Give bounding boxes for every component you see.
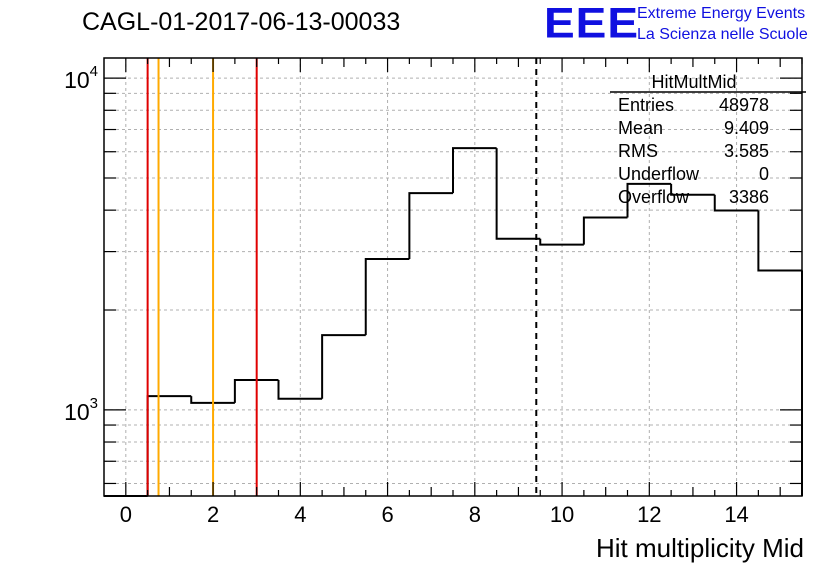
histogram-bin xyxy=(364,257,410,336)
y-tick-label: 103 xyxy=(64,395,98,425)
y-tick-label: 104 xyxy=(64,63,98,93)
stats-box: HitMultMid Entries 48978 Mean 9.409 RMS 3.585 U… xyxy=(610,72,806,207)
stats-row-label: RMS xyxy=(618,141,658,161)
x-tick-label: 10 xyxy=(550,502,574,527)
histogram-bin xyxy=(670,183,715,196)
histogram-bars xyxy=(104,147,803,497)
stats-box-title: HitMultMid xyxy=(651,72,736,92)
stats-row-value: 0 xyxy=(759,164,769,184)
x-tick-label: 4 xyxy=(294,502,306,527)
x-tick-label: 2 xyxy=(207,502,219,527)
histogram-bin xyxy=(190,396,235,404)
stats-row-label: Mean xyxy=(618,118,663,138)
stats-row-value: 48978 xyxy=(719,95,769,115)
marker-lines xyxy=(146,58,538,496)
histogram-bin xyxy=(626,182,672,218)
logo-caption-line1: Extreme Energy Events xyxy=(637,5,806,22)
stats-row-label: Underflow xyxy=(618,164,700,184)
histogram-bin xyxy=(146,395,192,496)
logo-caption-line2: La Scienza nelle Scuole xyxy=(637,26,808,43)
y-tick-label-exponent: 4 xyxy=(90,63,98,80)
histogram-bin xyxy=(713,194,759,212)
histogram-bin xyxy=(495,148,541,240)
x-tick-label: 8 xyxy=(469,502,481,527)
histogram-bin xyxy=(408,192,453,259)
grid-lines xyxy=(104,58,802,496)
x-tick-label: 12 xyxy=(637,502,661,527)
stats-row-value: 3386 xyxy=(729,187,769,207)
chart-title: CAGL-01-2017-06-13-00033 xyxy=(82,8,401,36)
stats-row-value: 9.409 xyxy=(724,118,769,138)
histogram-bin xyxy=(539,238,584,246)
stats-row-label: Entries xyxy=(618,95,674,115)
histogram-bin xyxy=(582,216,628,245)
histogram-bin xyxy=(757,210,802,272)
plot-frame xyxy=(103,57,803,497)
histogram-bin xyxy=(452,147,497,194)
eee-logo: EEE xyxy=(544,0,640,47)
y-tick-label-base: 10 xyxy=(64,399,90,425)
stats-row-label: Overflow xyxy=(618,187,690,207)
x-axis-label: Hit multiplicity Mid xyxy=(595,533,804,563)
histogram-bin xyxy=(233,379,279,403)
stats-row-value: 3.585 xyxy=(724,141,769,161)
histogram-bin xyxy=(321,334,366,399)
y-tick-label-base: 10 xyxy=(64,67,90,93)
logo-caption: Extreme Energy Events La Scienza nelle S… xyxy=(637,3,808,45)
x-tick-label: 6 xyxy=(381,502,393,527)
histogram-bin xyxy=(277,380,323,400)
x-tick-label: 14 xyxy=(724,502,748,527)
y-tick-label-exponent: 3 xyxy=(90,395,98,412)
x-tick-label: 0 xyxy=(120,502,132,527)
